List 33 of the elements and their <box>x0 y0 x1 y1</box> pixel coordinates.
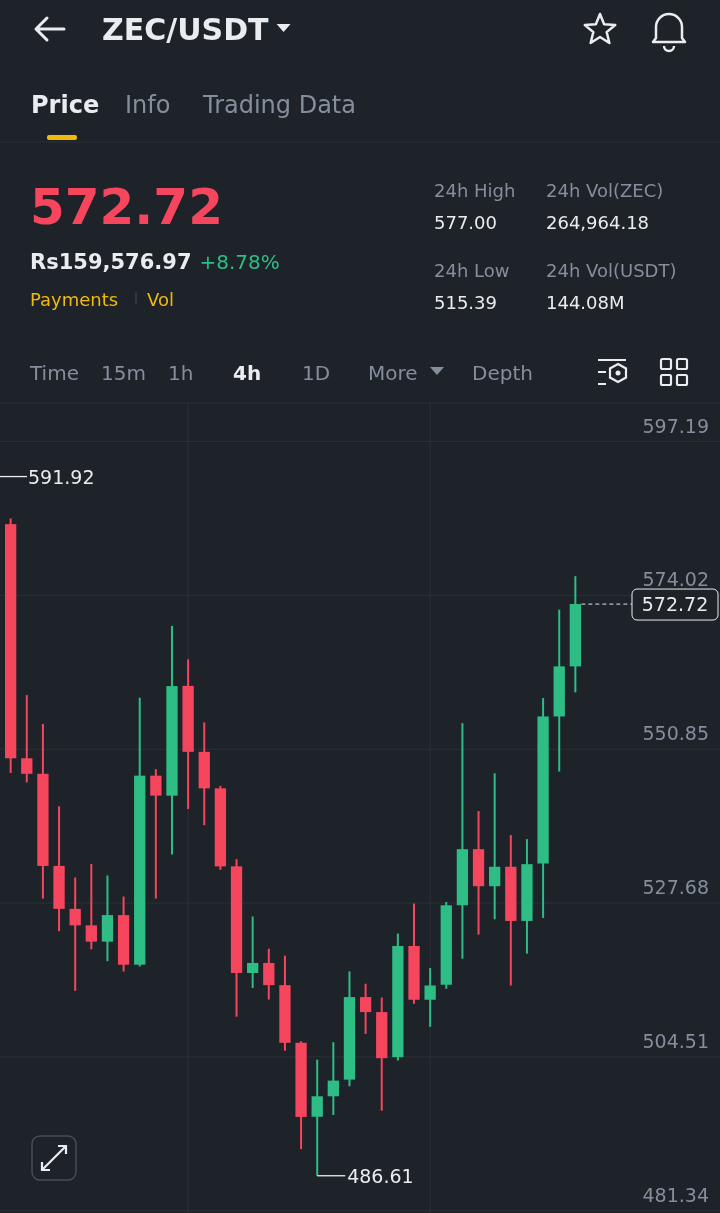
text: 24h Vol(USDT) <box>546 260 677 281</box>
text: 264,964.18 <box>546 212 650 233</box>
text: Rs159,576.97 <box>30 250 192 274</box>
text: Time <box>29 361 79 385</box>
text: 24h Low <box>434 260 510 281</box>
annotation: 486.61 <box>347 1164 414 1187</box>
text: Price <box>31 91 100 119</box>
text: 144.08M <box>546 292 625 313</box>
text: Vol <box>147 289 174 310</box>
text: 24h High <box>434 180 516 201</box>
y-tick-label: 481.34 <box>642 1183 709 1206</box>
y-tick-label: 550.85 <box>642 722 709 745</box>
ref-line-label: 572.72 <box>641 593 709 616</box>
y-tick-label: 597.19 <box>642 414 709 437</box>
text: 15m <box>101 361 146 385</box>
text: Payments <box>30 289 119 310</box>
text: 24h Vol(ZEC) <box>546 180 664 201</box>
text: 4h <box>233 361 262 385</box>
y-tick-label: 504.51 <box>642 1029 709 1052</box>
y-tick-label: 574.02 <box>642 568 709 591</box>
text: Info <box>125 91 171 119</box>
y-tick-label: 527.68 <box>642 876 709 899</box>
text: 515.39 <box>434 292 497 313</box>
text: 572.72 <box>30 178 223 236</box>
ref-line-label: 591.92 <box>28 465 95 488</box>
chart-title: ZEC/USDT <box>102 12 270 47</box>
text: Trading Data <box>202 91 356 119</box>
text: +8.78% <box>199 250 280 274</box>
text: More <box>368 361 418 385</box>
text: 1h <box>168 361 194 385</box>
text: 1D <box>302 361 331 385</box>
text: Depth <box>472 361 533 385</box>
text: 577.00 <box>434 212 497 233</box>
